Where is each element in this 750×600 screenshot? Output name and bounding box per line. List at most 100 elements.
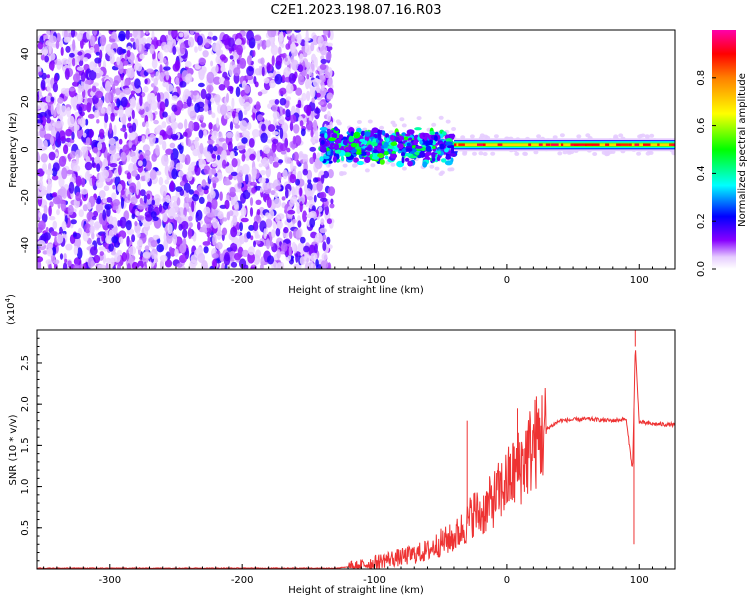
noise-speckle bbox=[43, 42, 46, 48]
noise-speckle bbox=[245, 156, 250, 161]
line-core bbox=[628, 143, 632, 146]
noise-speckle bbox=[137, 215, 145, 221]
band-halo bbox=[671, 151, 675, 156]
noise-speckle bbox=[318, 206, 323, 212]
noise-speckle bbox=[261, 123, 266, 132]
noise-speckle bbox=[86, 30, 91, 40]
noise-speckle bbox=[229, 121, 234, 131]
noise-speckle bbox=[213, 145, 218, 152]
noise-speckle bbox=[162, 190, 167, 203]
noise-speckle bbox=[238, 110, 243, 122]
noise-speckle bbox=[192, 233, 197, 242]
noise-speckle bbox=[106, 197, 113, 203]
noise-speckle bbox=[56, 58, 62, 70]
noise-speckle bbox=[83, 223, 92, 234]
noise-speckle bbox=[243, 237, 249, 243]
noise-speckle bbox=[205, 93, 212, 101]
noise-speckle bbox=[302, 52, 308, 58]
noise-speckle bbox=[289, 199, 295, 208]
noise-speckle bbox=[263, 228, 267, 240]
noise-speckle bbox=[46, 243, 54, 249]
noise-speckle bbox=[138, 265, 142, 269]
noise-speckle bbox=[111, 236, 119, 244]
band-blob bbox=[340, 155, 345, 162]
noise-speckle bbox=[187, 167, 192, 172]
noise-speckle bbox=[218, 84, 226, 91]
noise-speckle bbox=[113, 124, 117, 136]
noise-speckle bbox=[249, 207, 254, 217]
noise-speckle bbox=[187, 227, 192, 240]
noise-speckle bbox=[291, 186, 296, 197]
noise-speckle bbox=[191, 145, 195, 150]
noise-speckle bbox=[159, 101, 166, 112]
noise-speckle bbox=[249, 197, 254, 206]
noise-speckle bbox=[163, 66, 171, 71]
line-core bbox=[483, 143, 486, 146]
band-blob bbox=[371, 141, 378, 147]
noise-speckle bbox=[285, 109, 291, 118]
noise-speckle bbox=[40, 153, 48, 163]
band-blob bbox=[364, 140, 368, 145]
noise-speckle bbox=[115, 140, 120, 149]
band-halo bbox=[592, 152, 598, 156]
noise-speckle bbox=[167, 222, 173, 235]
noise-speckle bbox=[41, 212, 48, 223]
noise-speckle bbox=[216, 50, 221, 57]
noise-speckle bbox=[270, 190, 276, 196]
noise-speckle bbox=[257, 42, 261, 50]
noise-speckle bbox=[97, 141, 103, 151]
band-blob bbox=[429, 130, 436, 136]
noise-speckle bbox=[38, 179, 44, 191]
noise-speckle bbox=[299, 152, 303, 158]
noise-speckle bbox=[131, 144, 137, 152]
noise-speckle bbox=[144, 245, 150, 252]
noise-speckle bbox=[296, 33, 302, 45]
band-blob bbox=[443, 140, 447, 147]
noise-speckle bbox=[272, 111, 280, 120]
noise-speckle bbox=[67, 115, 75, 128]
noise-speckle bbox=[80, 188, 88, 195]
noise-speckle bbox=[322, 234, 327, 241]
noise-speckle bbox=[246, 55, 252, 66]
noise-speckle bbox=[303, 245, 310, 253]
noise-speckle bbox=[143, 194, 147, 204]
noise-speckle bbox=[192, 193, 199, 202]
noise-speckle bbox=[186, 170, 193, 182]
band-halo bbox=[636, 151, 642, 156]
noise-speckle bbox=[202, 50, 209, 58]
noise-speckle bbox=[276, 249, 281, 260]
noise-speckle bbox=[109, 153, 118, 165]
band-blob bbox=[390, 134, 395, 141]
band-blob bbox=[431, 157, 436, 162]
noise-speckle bbox=[221, 262, 226, 269]
line-core bbox=[669, 143, 675, 146]
noise-speckle bbox=[327, 169, 334, 179]
noise-speckle bbox=[112, 199, 121, 207]
noise-speckle bbox=[91, 232, 95, 240]
noise-speckle bbox=[278, 46, 282, 55]
noise-speckle bbox=[319, 227, 327, 234]
noise-speckle bbox=[187, 36, 195, 48]
noise-speckle bbox=[106, 152, 111, 164]
noise-speckle bbox=[319, 44, 328, 56]
noise-speckle bbox=[242, 95, 249, 100]
noise-speckle bbox=[295, 87, 303, 96]
noise-speckle bbox=[89, 219, 94, 226]
band-blob bbox=[344, 152, 352, 157]
noise-speckle bbox=[322, 170, 329, 179]
noise-speckle bbox=[263, 77, 270, 84]
noise-speckle bbox=[274, 99, 280, 105]
noise-speckle bbox=[178, 170, 184, 177]
band-halo bbox=[341, 171, 347, 176]
noise-speckle bbox=[56, 103, 62, 115]
noise-speckle bbox=[281, 43, 285, 48]
band-halo bbox=[618, 133, 624, 138]
band-blob bbox=[353, 131, 361, 139]
noise-speckle bbox=[143, 51, 148, 56]
snr-spikes bbox=[466, 330, 636, 545]
band-blob bbox=[359, 138, 366, 142]
band-blob bbox=[379, 159, 385, 165]
band-blob bbox=[449, 153, 457, 157]
noise-speckle bbox=[71, 131, 75, 140]
noise-speckle bbox=[215, 242, 223, 250]
